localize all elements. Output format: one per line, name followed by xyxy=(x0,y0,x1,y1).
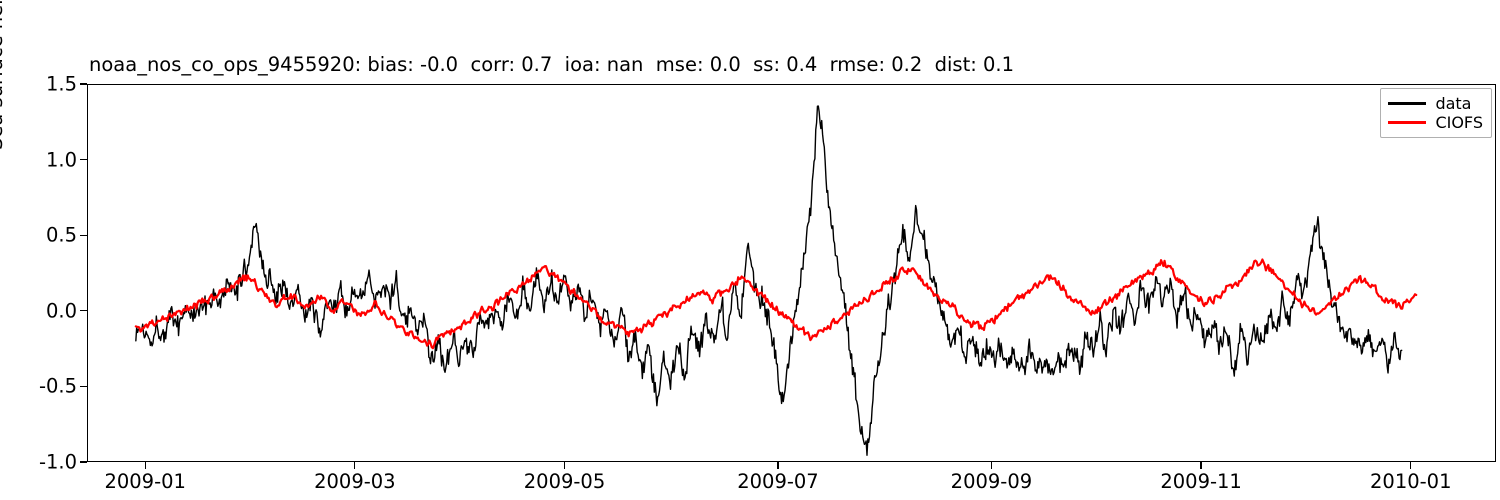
x-tick-mark xyxy=(144,462,146,469)
series-line-ciofs xyxy=(136,260,1416,349)
series-svg xyxy=(88,85,1495,461)
title-line-metrics: noaa_nos_co_ops_9455920: bias: -0.0 corr… xyxy=(89,53,1015,76)
y-tick-label: -1.0 xyxy=(38,450,77,474)
x-tick-label: 2009-07 xyxy=(737,470,819,493)
x-tick-label: 2009-05 xyxy=(523,470,606,493)
x-tick-mark xyxy=(990,462,993,469)
legend-swatch-ciofs xyxy=(1388,121,1427,124)
y-tick-label: -0.5 xyxy=(38,374,77,398)
x-tick-mark xyxy=(1200,462,1202,469)
legend-swatch-data xyxy=(1388,102,1427,105)
x-tick-label: 2010-01 xyxy=(1370,470,1452,493)
legend-item-ciofs[interactable]: CIOFS xyxy=(1388,113,1483,132)
y-tick-mark xyxy=(80,234,87,236)
y-tick-label: 1.5 xyxy=(45,72,77,96)
y-tick-mark xyxy=(80,385,87,388)
x-tick-mark xyxy=(777,462,779,469)
x-tick-mark xyxy=(354,462,356,469)
x-tick-label: 2009-09 xyxy=(950,470,1033,493)
y-axis-label: Sea surface height [m] xyxy=(0,0,7,150)
y-tick-label: 0.0 xyxy=(45,299,77,323)
y-tick-mark xyxy=(80,158,87,161)
y-tick-label: 1.0 xyxy=(45,148,77,172)
legend-item-data[interactable]: data xyxy=(1388,94,1483,113)
x-tick-label: 2009-01 xyxy=(104,470,186,493)
x-tick-mark xyxy=(563,462,566,469)
y-tick-mark xyxy=(80,461,87,463)
y-tick-mark xyxy=(80,310,87,312)
legend-label-ciofs: CIOFS xyxy=(1435,113,1483,132)
x-tick-label: 2009-03 xyxy=(314,470,396,493)
legend: data CIOFS xyxy=(1380,88,1492,138)
plot-area: data CIOFS xyxy=(87,84,1496,462)
x-tick-mark xyxy=(1410,462,1412,469)
legend-label-data: data xyxy=(1435,94,1472,113)
y-tick-mark xyxy=(80,83,87,85)
x-tick-label: 2009-11 xyxy=(1160,470,1242,493)
y-tick-label: 0.5 xyxy=(45,223,77,247)
series-line-data xyxy=(136,106,1402,455)
